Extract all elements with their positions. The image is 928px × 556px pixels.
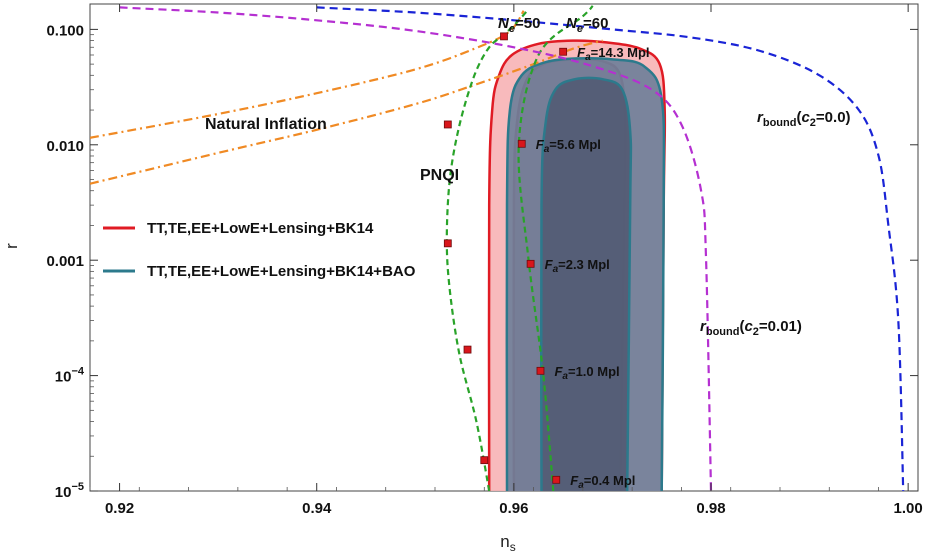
PNQI-curve-3 (517, 5, 594, 491)
r_bound-curve-5 (316, 6, 905, 491)
y-axis-label: r (2, 243, 21, 249)
natural-inflation-curve-0 (90, 10, 525, 139)
y-axis-ticks: 0.100 0.010 0.001 10−4 10−5 (46, 22, 918, 501)
x-axis-label-sub: s (510, 540, 516, 554)
confidence-contours (487, 39, 667, 491)
legend-label: TT,TE,EE+LowE+Lensing+BK14 (147, 220, 374, 237)
y-tick-label-3: 10−4 (55, 366, 85, 386)
x-axis-ticks: 0.92 0.94 0.96 0.98 1.00 (89, 4, 923, 517)
y-tick-label-0: 0.100 (46, 22, 84, 39)
ne50-label: Ne=50 (498, 15, 540, 35)
fa-label-8: Fa=1.0 Mpl (554, 364, 619, 382)
natural-inflation-label: Natural Inflation (205, 116, 327, 133)
ne60-label: Ne=60 (566, 15, 608, 35)
x-tick-label-0: 0.92 (105, 500, 134, 517)
legend-entry: TT,TE,EE+LowE+Lensing+BK14 (103, 220, 374, 237)
x-tick-label-2: 0.96 (499, 500, 528, 517)
x-tick-label-1: 0.94 (302, 500, 332, 517)
fa-label-6: Fa=5.6 Mpl (536, 137, 601, 155)
marker-point-4 (480, 456, 489, 465)
x-tick-label-3: 0.98 (696, 500, 725, 517)
legend-entry: TT,TE,EE+LowE+Lensing+BK14+BAO (103, 263, 416, 280)
marker-point-3 (463, 345, 472, 354)
r_bound-curve-4 (119, 6, 713, 491)
fa-label-5: Fa=14.3 Mpl (577, 45, 649, 63)
rbound-purple-label: rbound(c2=0.01) (700, 318, 802, 338)
marker-point-9 (552, 475, 561, 484)
x-axis-label-main: n (500, 532, 509, 551)
y-tick-label-4: 10−5 (55, 481, 84, 501)
markers: Fa=14.3 Mpl Fa=5.6 Mpl Fa=2.3 Mpl Fa=1.0 Mp… (443, 32, 650, 491)
fa-label-7: Fa=2.3 Mpl (545, 257, 610, 275)
contour-68-3 (539, 76, 633, 491)
x-tick-label-4: 1.00 (894, 500, 923, 517)
fa-label-9: Fa=0.4 Mpl (570, 473, 635, 491)
legend-label: TT,TE,EE+LowE+Lensing+BK14+BAO (147, 263, 416, 280)
marker-point-1 (443, 120, 452, 129)
legend: TT,TE,EE+LowE+Lensing+BK14 TT,TE,EE+LowE… (103, 220, 416, 280)
y-tick-label-1: 0.010 (46, 138, 84, 155)
rbound-blue-label: rbound(c2=0.0) (757, 109, 851, 129)
pnqi-label: PNQI (420, 167, 459, 184)
marker-point-8 (536, 366, 545, 375)
marker-point-2 (443, 239, 452, 248)
marker-point-7 (526, 259, 535, 268)
y-tick-label-2: 0.001 (46, 253, 84, 270)
marker-point-0 (500, 32, 508, 41)
x-axis-label: ns (500, 532, 515, 554)
marker-point-5 (559, 47, 568, 56)
marker-point-6 (517, 139, 526, 148)
